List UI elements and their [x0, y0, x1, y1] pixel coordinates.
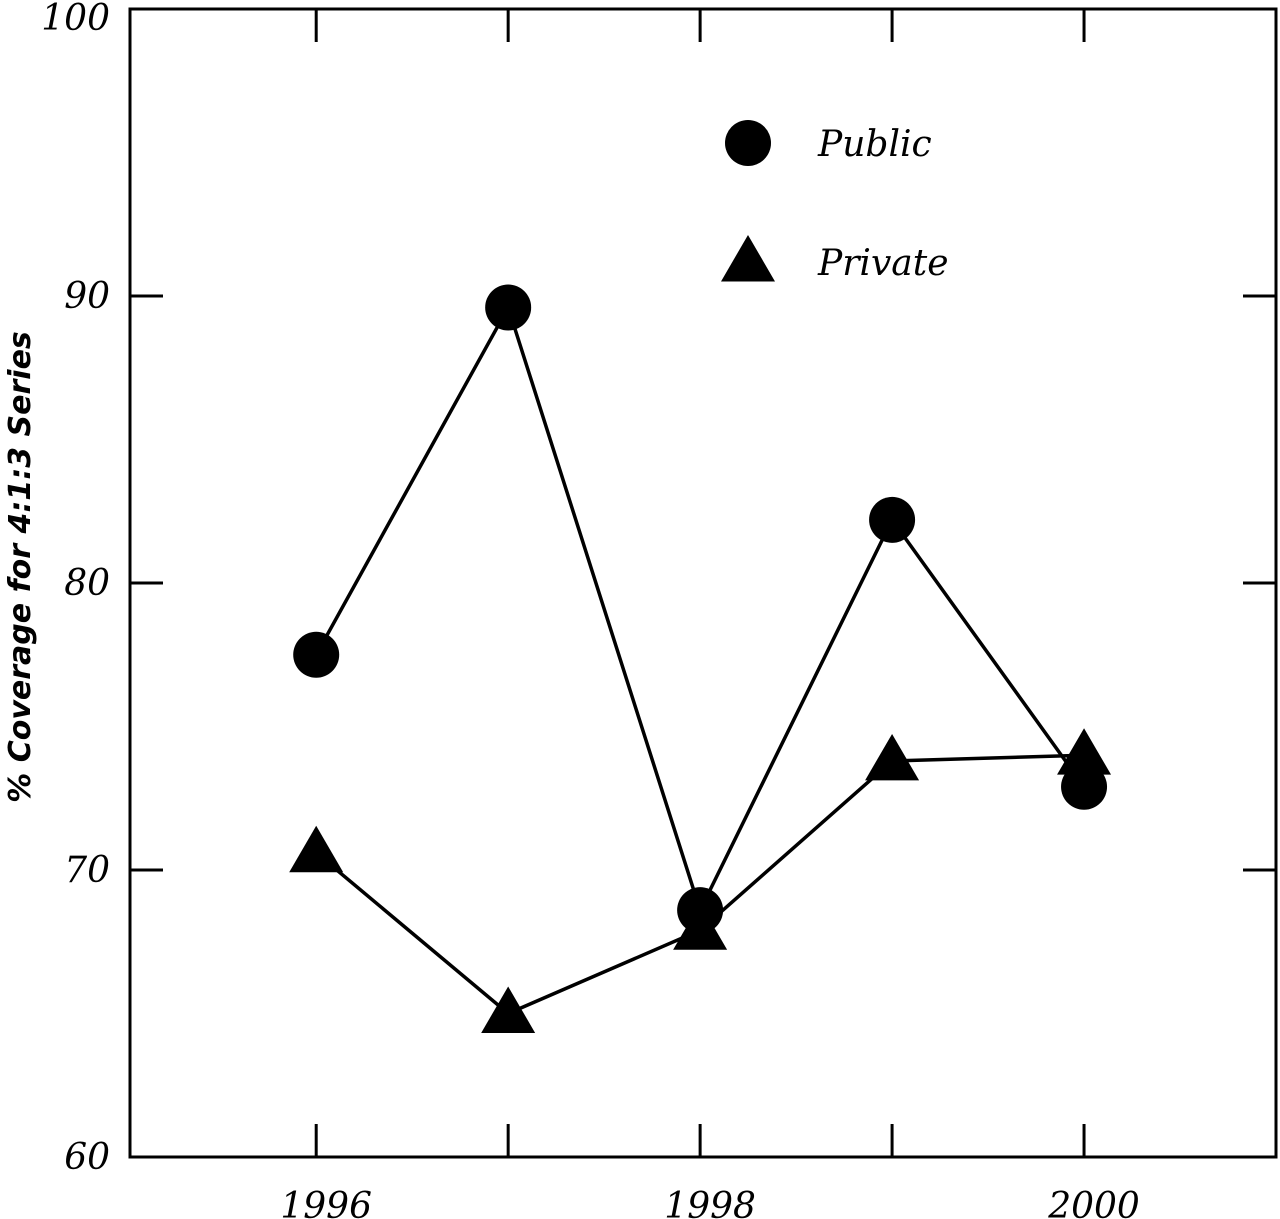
plot-frame [128, 7, 1278, 1159]
circle-marker-public [869, 496, 916, 543]
legend: Public Private [721, 120, 949, 284]
x-tick-label: 1996 [280, 1186, 372, 1219]
circle-marker-public [485, 284, 532, 331]
triangle-marker-private [1057, 728, 1112, 775]
y-tick-label: 100 [41, 0, 110, 39]
y-tick-label: 60 [64, 1137, 110, 1178]
legend-marker-private [721, 235, 775, 282]
y-tick-label: 80 [64, 563, 110, 604]
y-axis-title: % Coverage for 4:1:3 Series [3, 331, 38, 803]
series-line-public [314, 303, 1086, 915]
circle-marker-public [293, 631, 340, 678]
legend-marker-public [725, 120, 771, 166]
series-line-private [315, 753, 1085, 1016]
triangle-marker-private [289, 825, 344, 873]
triangle-marker-private [673, 903, 728, 950]
y-tick-label: 90 [64, 276, 110, 317]
legend-label-public: Public [817, 124, 932, 165]
x-tick-label: 2000 [1047, 1186, 1140, 1219]
y-tick-label: 70 [64, 850, 110, 891]
legend-label-private: Private [817, 243, 949, 284]
triangle-marker-private [481, 986, 536, 1033]
circle-marker-public [1061, 763, 1108, 810]
series-markers [289, 284, 1112, 1033]
axis-tick-labels: 1996 1998 2000 60 70 80 90 100 [41, 0, 1140, 1219]
triangle-marker-private [865, 733, 920, 781]
x-tick-label: 1998 [664, 1186, 756, 1219]
axis-ticks [130, 7, 1276, 1159]
